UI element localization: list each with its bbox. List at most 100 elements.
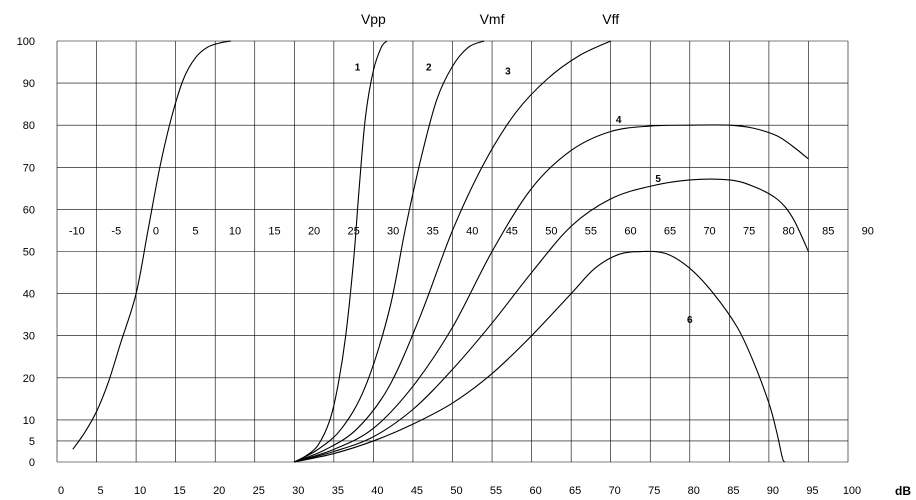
y-tick-label: 100	[17, 36, 35, 48]
secondary-x-tick-label: 50	[545, 225, 557, 237]
secondary-x-tick-label: 40	[466, 225, 478, 237]
x-tick-label: 20	[213, 485, 225, 497]
curve-unlabeled	[72, 40, 232, 450]
x-tick-label: 65	[569, 485, 581, 497]
secondary-x-tick-label: 75	[743, 225, 755, 237]
secondary-x-tick-label: 70	[703, 225, 715, 237]
secondary-x-tick-label-background	[150, 225, 161, 238]
secondary-x-tick-label: 25	[348, 225, 360, 237]
secondary-x-tick-label-background	[66, 225, 87, 238]
top-label-vff: Vff	[602, 11, 619, 27]
y-tick-label: 0	[29, 457, 35, 469]
y-tick-label: 30	[23, 331, 35, 343]
y-tick-label: 40	[23, 289, 35, 301]
y-tick-label: 50	[23, 247, 35, 259]
secondary-x-tick-label-background	[582, 225, 600, 238]
curve-2	[294, 40, 485, 463]
secondary-x-tick-label-background	[741, 225, 758, 238]
curve-4	[294, 124, 809, 463]
x-tick-label: 55	[490, 485, 502, 497]
secondary-x-tick-label-background	[266, 225, 283, 238]
curve-label-5: 5	[655, 174, 661, 185]
secondary-x-tick-label-background	[661, 225, 679, 238]
grid	[56, 40, 849, 463]
secondary-x-tick-label-background	[190, 225, 201, 238]
x-tick-label: 15	[174, 485, 186, 497]
x-tick-label: 95	[806, 485, 818, 497]
y-axis-tick-labels: 0 5 10 20 30 40 50 60 70 80 90 100	[17, 36, 35, 469]
x-tick-label: 0	[58, 485, 64, 497]
x-tick-label: 70	[609, 485, 621, 497]
secondary-x-axis-tick-labels: -10 -5 0 5 10 15 20 25 30 35 40 45 50 55 60 65 70 75 80 85 9…	[66, 225, 876, 238]
secondary-x-tick-label: 15	[268, 225, 280, 237]
top-labels: Vpp Vmf Vff	[361, 11, 619, 27]
secondary-x-tick-label: 30	[387, 225, 399, 237]
x-tick-label: 90	[767, 485, 779, 497]
x-tick-label: 35	[332, 485, 344, 497]
x-tick-label: 60	[529, 485, 541, 497]
secondary-x-tick-label-background	[109, 225, 124, 238]
secondary-x-tick-label: 45	[506, 225, 518, 237]
x-tick-label: 75	[648, 485, 660, 497]
curve-label-6: 6	[687, 315, 693, 326]
curve-label-4: 4	[616, 115, 622, 126]
secondary-x-tick-label-background	[820, 225, 837, 238]
secondary-x-tick-label: 60	[624, 225, 636, 237]
secondary-x-tick-label: -5	[111, 225, 121, 237]
secondary-x-tick-label-background	[543, 225, 560, 238]
curves	[72, 40, 809, 463]
x-tick-label: 45	[411, 485, 423, 497]
secondary-x-tick-label-background	[385, 225, 402, 238]
y-tick-label: 20	[23, 373, 35, 385]
secondary-x-tick-label: 35	[427, 225, 439, 237]
y-tick-label: 10	[23, 415, 35, 427]
top-label-vpp: Vpp	[361, 11, 386, 27]
secondary-x-tick-label-background	[701, 225, 718, 238]
y-tick-label: 90	[23, 78, 35, 90]
curve-3	[294, 40, 611, 463]
x-tick-label: 100	[843, 485, 861, 497]
secondary-x-tick-label-background	[424, 225, 441, 238]
secondary-x-tick-label-background	[503, 225, 520, 238]
secondary-x-tick-label: -10	[69, 225, 85, 237]
y-tick-label: 60	[23, 204, 35, 216]
y-tick-label: 70	[23, 162, 35, 174]
secondary-x-tick-label: 55	[585, 225, 597, 237]
x-tick-label: 30	[292, 485, 304, 497]
x-tick-label: 5	[97, 485, 103, 497]
secondary-x-tick-label: 5	[192, 225, 198, 237]
curve-label-3: 3	[505, 66, 511, 77]
secondary-x-tick-label: 80	[783, 225, 795, 237]
secondary-x-tick-label-background	[226, 225, 244, 238]
secondary-x-tick-label: 10	[229, 225, 241, 237]
x-tick-label: 10	[134, 485, 146, 497]
y-tick-label: 80	[23, 120, 35, 132]
secondary-x-tick-label: 90	[862, 225, 874, 237]
secondary-x-tick-label-background	[622, 225, 639, 238]
x-axis-tick-labels: 0 5 10 15 20 25 30 35 40 45 50 55 60 65 70 75 80 85 90 95 10…	[58, 485, 861, 497]
curve-label-2: 2	[426, 62, 432, 73]
x-axis-unit-label: dB	[895, 484, 911, 498]
secondary-x-tick-label-background	[305, 225, 323, 238]
curve-label-1: 1	[355, 62, 361, 73]
y-tick-label: 5	[29, 436, 35, 448]
secondary-x-tick-label: 85	[822, 225, 834, 237]
secondary-x-tick-label-background	[780, 225, 797, 238]
x-tick-label: 85	[727, 485, 739, 497]
x-tick-label: 50	[450, 485, 462, 497]
x-tick-label: 25	[253, 485, 265, 497]
x-tick-label: 80	[688, 485, 700, 497]
secondary-x-tick-label-background	[859, 225, 876, 238]
secondary-x-tick-label-background	[345, 225, 362, 238]
curve-5	[294, 178, 809, 463]
secondary-x-tick-label: 0	[153, 225, 159, 237]
secondary-x-tick-label: 20	[308, 225, 320, 237]
curve-1	[294, 40, 388, 463]
secondary-x-tick-label-background	[464, 225, 481, 238]
secondary-x-tick-label: 65	[664, 225, 676, 237]
x-tick-label: 40	[371, 485, 383, 497]
curve-6	[294, 250, 786, 463]
top-label-vmf: Vmf	[480, 11, 505, 27]
